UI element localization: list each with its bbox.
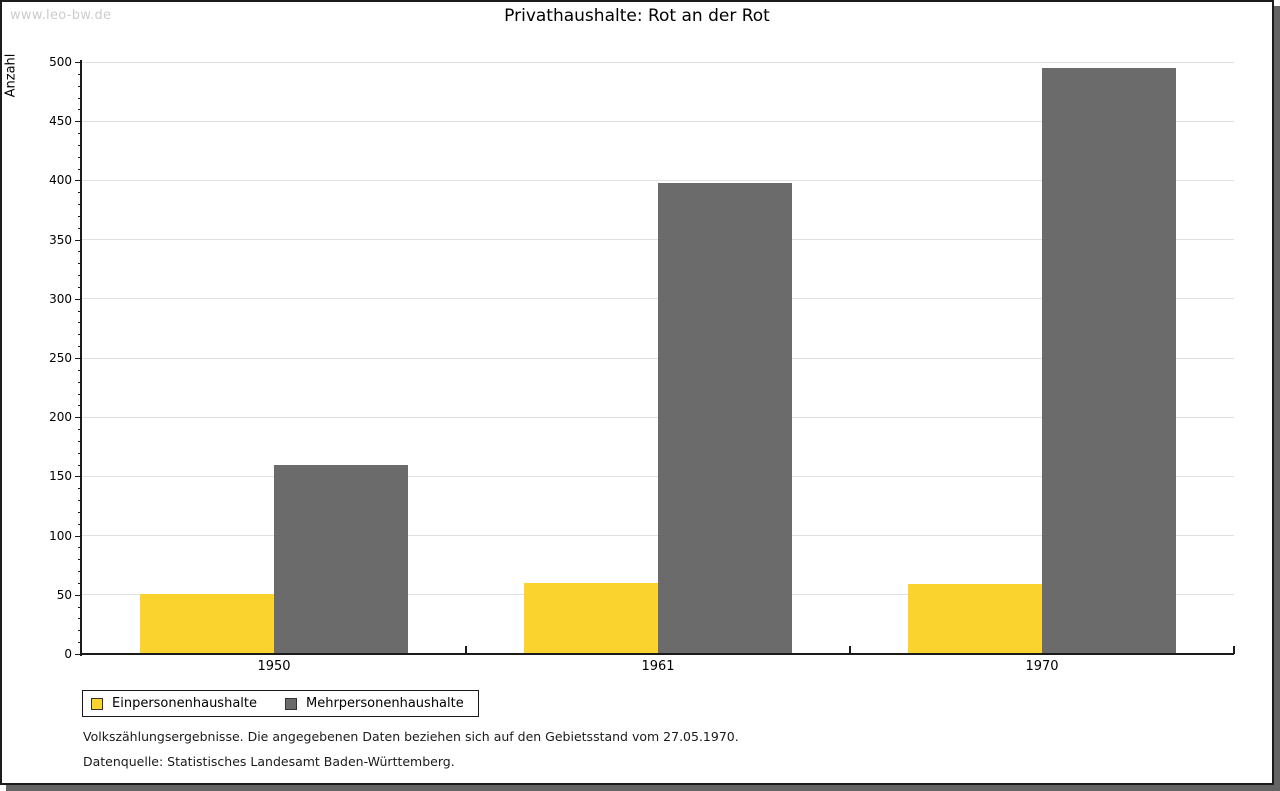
legend-label: Einpersonenhaushalte	[112, 696, 257, 711]
x-tick-label-1950: 1950	[257, 659, 291, 674]
legend-box: Einpersonenhaushalte Mehrpersonenhaushalt…	[82, 690, 479, 717]
y-major-tick	[75, 358, 82, 359]
x-boundary-tick	[465, 646, 467, 654]
y-major-tick	[75, 121, 82, 123]
chart-title: Privathaushalte: Rot an der Rot	[504, 6, 770, 26]
y-tick-label: 150	[49, 469, 72, 484]
y-tick-label: 450	[49, 114, 72, 129]
y-tick-label: 400	[49, 173, 72, 188]
y-major-tick	[75, 180, 82, 182]
y-major-tick	[75, 535, 82, 537]
frame-shadow-bottom	[6, 785, 1280, 791]
x-boundary-tick	[1233, 646, 1235, 654]
y-tick-label: 350	[49, 232, 72, 247]
y-axis-line	[80, 60, 82, 656]
x-tick-label-1970: 1970	[1025, 659, 1059, 674]
bar-einpersonenhaushalte-1970	[908, 584, 1042, 654]
y-tick-label: 200	[49, 410, 72, 425]
y-tick-label: 250	[49, 351, 72, 365]
legend-item-mehrpersonenhaushalte: Mehrpersonenhaushalte	[285, 696, 464, 711]
legend-swatch-mehrpersonenhaushalte	[285, 697, 297, 710]
gridline-y500	[82, 61, 1234, 63]
y-major-tick	[75, 654, 82, 655]
watermark-text: www.leo-bw.de	[10, 8, 112, 23]
y-tick-label: 500	[49, 55, 72, 69]
bar-einpersonenhaushalte-1961	[524, 582, 658, 654]
y-tick-label: 300	[49, 291, 72, 306]
bar-einpersonenhaushalte-1950	[140, 593, 274, 654]
legend-item-einpersonenhaushalte: Einpersonenhaushalte	[91, 696, 257, 711]
frame-shadow-right	[1274, 6, 1280, 791]
bar-mehrpersonenhaushalte-1961	[658, 182, 792, 654]
y-major-tick	[75, 417, 82, 419]
bar-mehrpersonenhaushalte-1950	[274, 464, 408, 654]
footnote-gebietsstand: Volkszählungsergebnisse. Die angegebenen…	[83, 729, 739, 744]
y-tick-label: 100	[49, 528, 72, 543]
bar-mehrpersonenhaushalte-1970	[1042, 67, 1176, 654]
x-axis-line	[80, 653, 1234, 655]
plot-area: 0 50 100 150 200 250 300 350 400 450 500 1950 1961 19…	[2, 2, 1272, 783]
y-major-tick	[75, 476, 82, 478]
gridline-y400	[82, 179, 1234, 181]
x-tick-label-1961: 1961	[641, 659, 675, 674]
y-major-tick	[75, 239, 82, 241]
footnote-datenquelle: Datenquelle: Statistisches Landesamt Bad…	[83, 754, 455, 769]
gridline-y450	[82, 120, 1234, 122]
y-tick-label: 0	[64, 647, 72, 661]
legend-label: Mehrpersonenhaushalte	[306, 696, 464, 711]
x-boundary-tick	[849, 646, 851, 654]
legend-swatch-einpersonenhaushalte	[91, 697, 103, 710]
y-major-tick	[75, 62, 82, 63]
y-tick-label: 50	[56, 587, 72, 602]
y-major-tick	[75, 594, 82, 596]
y-major-tick	[75, 298, 82, 300]
